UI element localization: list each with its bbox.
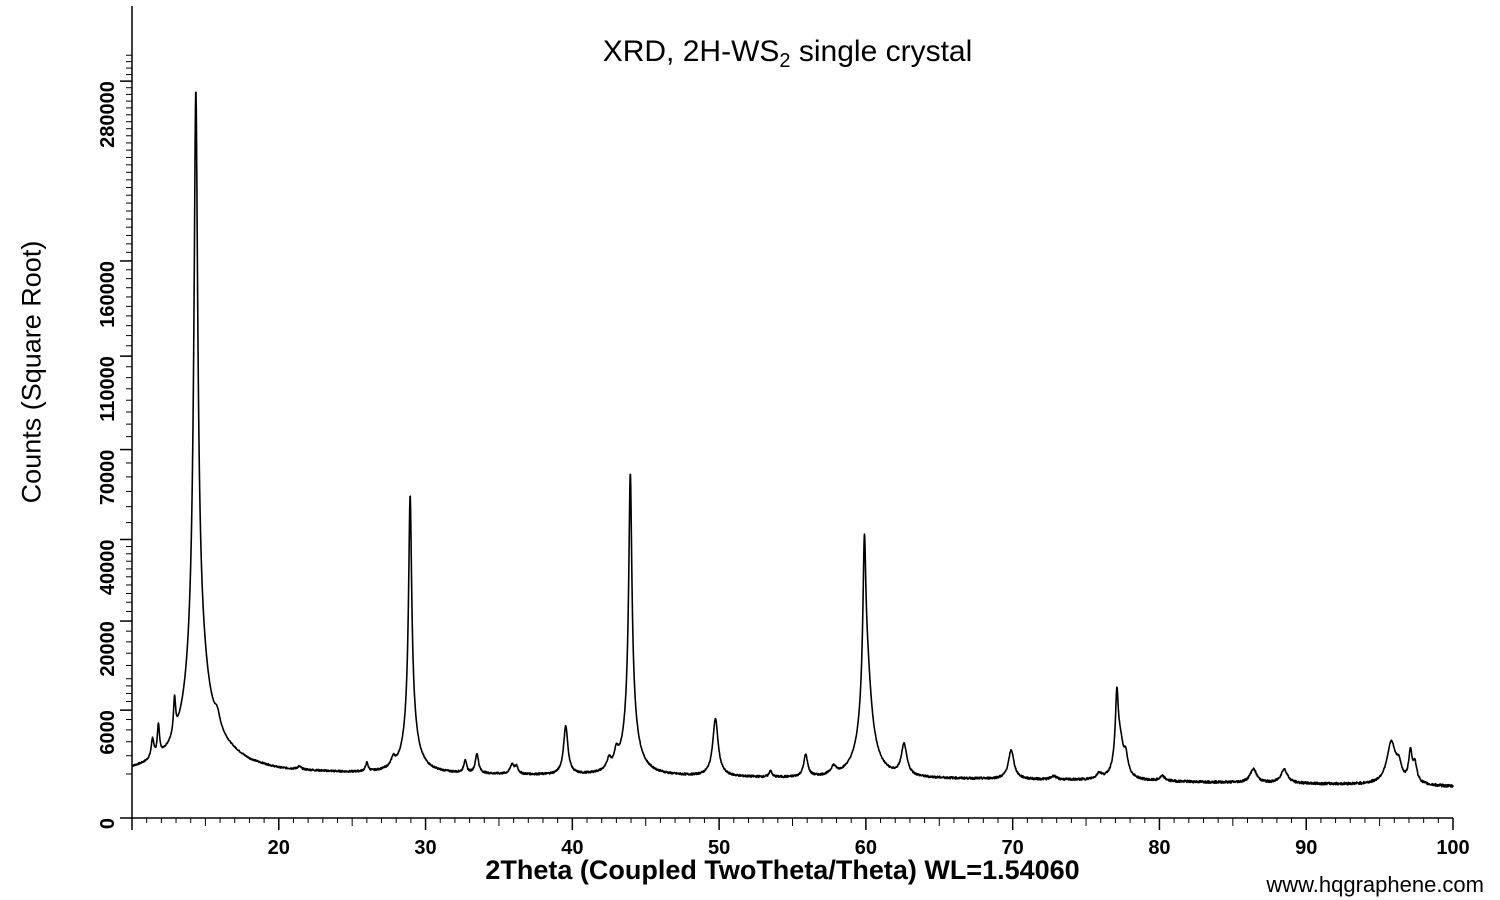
y-tick-label: 20000 bbox=[97, 621, 119, 677]
watermark-url: www.hqgraphene.com bbox=[1266, 872, 1484, 897]
x-tick-label: 20 bbox=[268, 837, 290, 859]
x-tick-label: 100 bbox=[1436, 837, 1469, 859]
y-axis-label: Counts (Square Root) bbox=[16, 240, 47, 504]
chart-title: XRD, 2H-WS2 single crystal bbox=[0, 35, 1500, 73]
chart-title-main: XRD, 2H-WS bbox=[602, 35, 780, 68]
y-ticks: 0 6000 20000 40000 70000 110000 160000 280000 bbox=[97, 54, 132, 829]
x-tick-label: 80 bbox=[1148, 837, 1170, 859]
y-tick-label: 6000 bbox=[97, 710, 119, 755]
y-tick-label: 110000 bbox=[97, 356, 119, 422]
x-axis-label: 2Theta (Coupled TwoTheta/Theta) WL=1.540… bbox=[485, 855, 1080, 885]
x-tick-label: 30 bbox=[414, 837, 436, 859]
x-tick-label: 90 bbox=[1295, 837, 1317, 859]
y-tick-label: 0 bbox=[97, 818, 119, 829]
x-ticks: 20 30 40 50 60 70 80 90 100 bbox=[131, 818, 1470, 859]
axes bbox=[131, 6, 1453, 819]
y-tick-label: 40000 bbox=[97, 539, 119, 595]
diffraction-trace bbox=[131, 91, 1454, 788]
x-tick-label: 70 bbox=[1002, 837, 1024, 859]
chart-title-subscript: 2 bbox=[779, 50, 791, 72]
y-tick-label: 70000 bbox=[97, 450, 119, 506]
x-tick-label: 60 bbox=[855, 837, 877, 859]
y-tick-label: 280000 bbox=[97, 81, 119, 148]
chart-title-suffix: single crystal bbox=[790, 35, 973, 68]
x-tick-label: 40 bbox=[561, 837, 583, 859]
x-tick-label: 50 bbox=[708, 837, 730, 859]
y-tick-label: 160000 bbox=[97, 261, 119, 328]
